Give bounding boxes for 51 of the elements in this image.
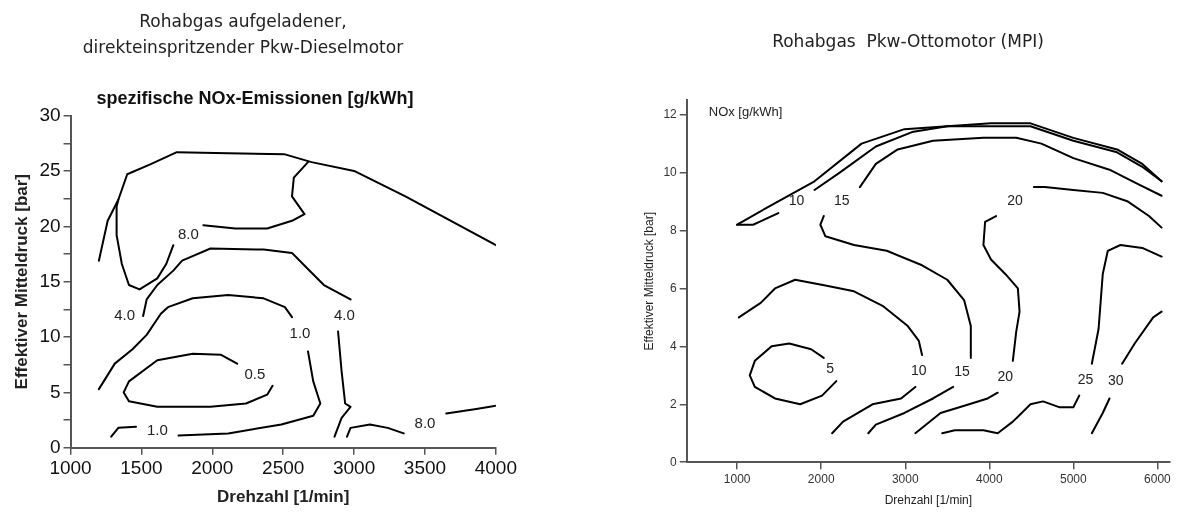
y-tick-label: 2 bbox=[670, 396, 678, 411]
series-label: 8.0 bbox=[177, 225, 199, 243]
y-tick-label: 8 bbox=[670, 222, 678, 237]
series-label: 30 bbox=[1108, 371, 1124, 388]
text: 4.0 bbox=[114, 306, 136, 324]
y-tick-label: 15 bbox=[39, 269, 61, 291]
y-axis-title: Effektiver Mitteldruck [bar] bbox=[641, 211, 656, 351]
x-tick-label: 4000 bbox=[975, 471, 1003, 486]
y-tick-label: 12 bbox=[663, 106, 678, 121]
series-label: 10 bbox=[910, 361, 927, 378]
y-tick-label: 20 bbox=[39, 214, 61, 236]
text: 15 bbox=[834, 192, 850, 209]
series-label: 20 bbox=[997, 367, 1014, 384]
series-label: 15 bbox=[954, 363, 970, 380]
y-tick-label: 30 bbox=[39, 103, 61, 125]
annotation: NOx [g/kWh] bbox=[708, 104, 783, 120]
x-axis-title: Drehzahl [1/min] bbox=[884, 493, 973, 508]
series-label: 0.5 bbox=[244, 364, 266, 382]
x-tick-label: 2000 bbox=[807, 471, 835, 486]
y-tick-label: 10 bbox=[663, 164, 678, 179]
y-tick-label: 25 bbox=[39, 159, 61, 181]
x-tick-label: 5000 bbox=[1060, 471, 1088, 486]
series-label: 10 bbox=[788, 192, 805, 209]
y-tick-label: 4 bbox=[670, 338, 678, 353]
text: 20 bbox=[1007, 192, 1023, 209]
series-label: 5 bbox=[826, 360, 835, 377]
x-tick-label: 6000 bbox=[1144, 471, 1172, 486]
y-tick-label: 0 bbox=[49, 436, 61, 458]
series-label: 25 bbox=[1077, 370, 1094, 387]
x-tick-label: 3000 bbox=[891, 471, 919, 486]
series-label: 4.0 bbox=[333, 305, 355, 323]
y-tick-label: 0 bbox=[670, 454, 678, 469]
y-tick-label: 6 bbox=[670, 280, 678, 295]
text: 1.0 bbox=[146, 421, 168, 439]
x-tick-label: 2000 bbox=[191, 457, 234, 479]
chart-subtitle: spezifische NOx-Emissionen [g/kWh] bbox=[96, 87, 414, 108]
x-axis-title: Drehzahl [1/min] bbox=[217, 487, 350, 507]
chart-title: Rohabgas aufgeladener, direkteinspritzender Pkw-Dieselmotor bbox=[81, 10, 405, 59]
x-tick-label: 1500 bbox=[120, 457, 163, 479]
y-axis-title: Effektiver Mitteldruck [bar] bbox=[11, 174, 31, 390]
x-tick-label: 2500 bbox=[262, 457, 305, 479]
x-tick-label: 4000 bbox=[474, 457, 518, 479]
series-label: 1.0 bbox=[289, 324, 311, 342]
y-tick-label: 10 bbox=[39, 325, 61, 347]
x-tick-label: 1000 bbox=[723, 471, 751, 486]
y-tick-label: 5 bbox=[49, 380, 61, 402]
chart-title: Rohabgas Pkw-Ottomotor (MPI) bbox=[771, 30, 1045, 53]
x-tick-label: 3500 bbox=[403, 457, 447, 479]
series-label: 8.0 bbox=[414, 413, 436, 431]
x-tick-label: 1000 bbox=[49, 457, 92, 479]
x-tick-label: 3000 bbox=[332, 457, 376, 479]
